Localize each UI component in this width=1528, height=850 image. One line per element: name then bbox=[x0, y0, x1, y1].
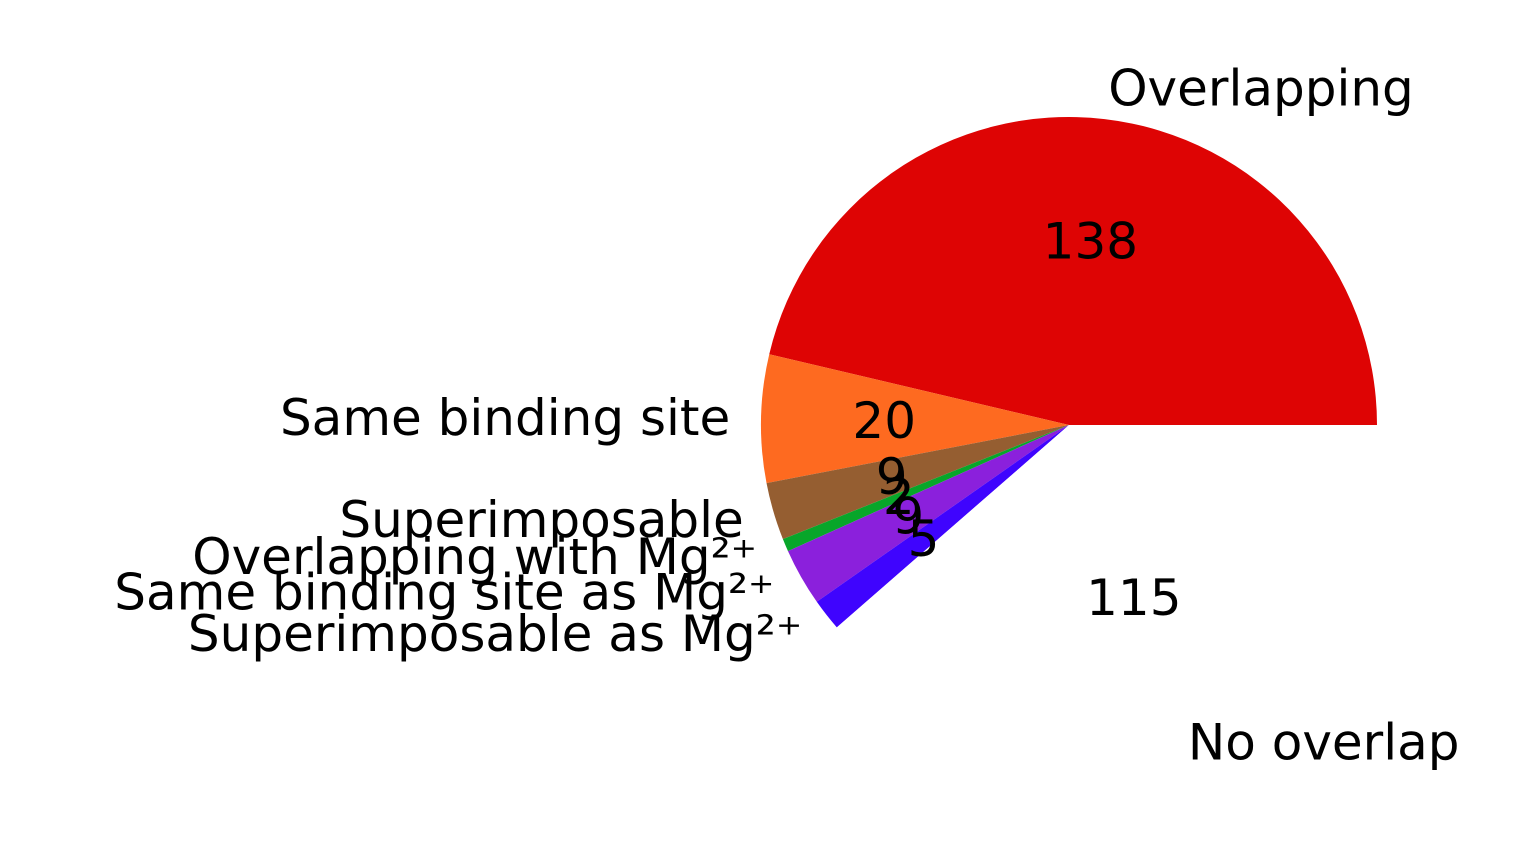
pie-slice-same-binding-site bbox=[761, 354, 1069, 484]
pie-slice-overlapping-with-mg bbox=[782, 425, 1069, 552]
pie-value-label: 9 bbox=[892, 487, 924, 545]
pie-value-label: 9 bbox=[876, 448, 908, 506]
pie-value-label: 5 bbox=[908, 510, 940, 568]
pie-value-label: 20 bbox=[852, 392, 916, 450]
pie-slice-superimposable-as-mg bbox=[816, 425, 1069, 628]
pie-slice-overlapping bbox=[769, 117, 1377, 426]
pie-value-label: 138 bbox=[1043, 212, 1138, 270]
pie-slices bbox=[761, 117, 1377, 734]
pie-slice-superimposable bbox=[766, 425, 1069, 540]
pie-value-label: 2 bbox=[883, 468, 915, 526]
pie-category-label: Same binding site bbox=[280, 389, 730, 447]
pie-value-label: 115 bbox=[1086, 569, 1181, 627]
pie-category-label: No overlap bbox=[1188, 713, 1460, 771]
pie-category-label: Same binding site as Mg²⁺ bbox=[114, 563, 774, 621]
pie-category-label: Overlapping bbox=[1108, 59, 1414, 117]
pie-category-labels: Overlapping Same binding site Superimposab… bbox=[114, 59, 1459, 771]
pie-category-label: Superimposable bbox=[339, 491, 744, 549]
pie-category-label: Superimposable as Mg²⁺ bbox=[188, 605, 802, 663]
pie-slice-no-overlap bbox=[836, 425, 1377, 734]
pie-slice-same-binding-site-as-mg bbox=[787, 425, 1069, 602]
pie-category-label: Overlapping with Mg²⁺ bbox=[192, 528, 757, 586]
